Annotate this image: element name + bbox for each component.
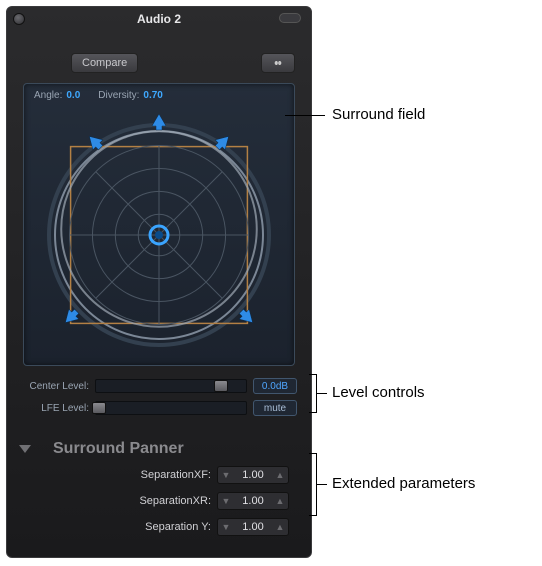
close-icon[interactable] xyxy=(13,13,25,25)
lfe-mute-button[interactable]: mute xyxy=(253,400,297,416)
param-stepper[interactable]: ▼1.00▲ xyxy=(217,492,289,510)
extended-parameters: SeparationXF:▼1.00▲SeparationXR:▼1.00▲Se… xyxy=(7,466,311,536)
param-value[interactable]: 1.00 xyxy=(234,469,272,481)
stepper-down-icon[interactable]: ▼ xyxy=(218,493,234,509)
lfe-level-slider[interactable] xyxy=(95,401,247,415)
stepper-up-icon[interactable]: ▲ xyxy=(272,493,288,509)
annotation-bracket xyxy=(309,374,317,413)
field-readouts: Angle:0.0 Diversity:0.70 xyxy=(24,84,294,103)
stepper-up-icon[interactable]: ▲ xyxy=(272,519,288,535)
center-level-slider[interactable] xyxy=(95,379,247,393)
annotation-bracket xyxy=(309,453,317,516)
surround-field-box: Angle:0.0 Diversity:0.70 xyxy=(23,83,295,366)
param-stepper[interactable]: ▼1.00▲ xyxy=(217,518,289,536)
diversity-label: Diversity:0.70 xyxy=(98,90,163,101)
annotation-level-controls: Level controls xyxy=(332,384,425,401)
param-value[interactable]: 1.00 xyxy=(234,495,272,507)
param-label: SeparationXF: xyxy=(141,469,211,481)
level-controls: Center Level: 0.0dB LFE Level: mute xyxy=(7,372,311,430)
lfe-level-label: LFE Level: xyxy=(21,403,89,414)
speaker-icon[interactable] xyxy=(152,114,166,130)
param-row: SeparationXR: ▼1.00▲ xyxy=(53,492,289,510)
annotation-line xyxy=(317,393,327,394)
param-label: SeparationXR: xyxy=(139,495,211,507)
param-stepper[interactable]: ▼1.00▲ xyxy=(217,466,289,484)
angle-value: 0.0 xyxy=(66,90,80,101)
link-icon xyxy=(270,58,286,68)
section-header: Surround Panner xyxy=(7,440,311,458)
center-level-row: Center Level: 0.0dB xyxy=(21,378,297,394)
angle-label: Angle:0.0 xyxy=(34,90,80,101)
toolbar: Compare xyxy=(7,53,311,73)
param-label: Separation Y: xyxy=(145,521,211,533)
disclosure-triangle-icon[interactable] xyxy=(19,445,31,453)
compare-button[interactable]: Compare xyxy=(71,53,138,73)
stepper-down-icon[interactable]: ▼ xyxy=(218,467,234,483)
window-title: Audio 2 xyxy=(137,12,181,26)
stepper-up-icon[interactable]: ▲ xyxy=(272,467,288,483)
titlebar: Audio 2 xyxy=(7,7,311,31)
annotation-extended-parameters: Extended parameters xyxy=(332,475,475,492)
param-value[interactable]: 1.00 xyxy=(234,521,272,533)
annotation-line xyxy=(317,484,327,485)
center-level-readout[interactable]: 0.0dB xyxy=(253,378,297,394)
center-level-label: Center Level: xyxy=(21,381,89,392)
diversity-value: 0.70 xyxy=(143,90,162,101)
annotation-line xyxy=(285,115,325,116)
param-row: Separation Y: ▼1.00▲ xyxy=(53,518,289,536)
param-row: SeparationXF: ▼1.00▲ xyxy=(53,466,289,484)
slider-thumb[interactable] xyxy=(92,402,106,414)
link-button[interactable] xyxy=(261,53,295,73)
surround-field[interactable] xyxy=(29,107,289,357)
slider-thumb[interactable] xyxy=(214,380,228,392)
annotation-surround-field: Surround field xyxy=(332,106,425,123)
surround-panner-panel: Audio 2 Compare Angle:0.0 Diversity:0.70… xyxy=(6,6,312,558)
stepper-down-icon[interactable]: ▼ xyxy=(218,519,234,535)
window-pill-icon[interactable] xyxy=(279,13,301,23)
section-title: Surround Panner xyxy=(53,440,184,458)
lfe-level-row: LFE Level: mute xyxy=(21,400,297,416)
